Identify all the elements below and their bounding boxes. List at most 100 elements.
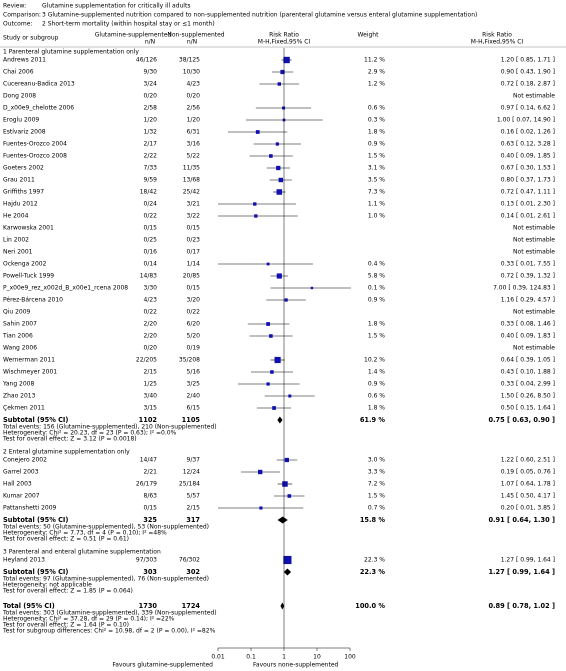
exp-count: 14/83 xyxy=(140,273,157,280)
point-estimate xyxy=(283,555,292,565)
ctrl-count: 0/17 xyxy=(187,249,201,256)
favours-label: Favours none-supplemented xyxy=(253,662,339,669)
weight: 0.3 % xyxy=(368,117,385,124)
note: Test for overall effect: Z = 0.51 (P = 0… xyxy=(2,536,129,543)
point-estimate xyxy=(258,469,263,475)
study-name: Powell-Tuck 1999 xyxy=(3,273,54,280)
exp-count: 18/42 xyxy=(140,189,157,196)
exp-count: 1/32 xyxy=(144,129,158,136)
ctrl-count: 5/22 xyxy=(187,153,201,160)
ctrl-count: 6/15 xyxy=(187,405,201,412)
weight: 7.3 % xyxy=(368,189,385,196)
column-header: Risk Ratio xyxy=(269,32,299,39)
note: Total events: 156 (Glutamine-supplemente… xyxy=(2,424,217,431)
exp-count: 0/22 xyxy=(144,309,158,316)
study-name: Fuentes-Orozco 2008 xyxy=(3,153,67,160)
exp-count: 1/25 xyxy=(144,381,158,388)
study-name: D_x00e9_chelotte 2006 xyxy=(3,105,74,112)
ctrl-count: 1105 xyxy=(182,416,201,424)
weight: 1.8 % xyxy=(368,405,385,412)
study-name: Cucereanu-Badica 2013 xyxy=(3,81,75,88)
study-name: Dong 2008 xyxy=(3,93,36,100)
risk-ratio: 0.33 [ 0.01, 7.55 ] xyxy=(501,261,555,268)
x-tick-label: 10 xyxy=(313,654,321,661)
ctrl-count: 1724 xyxy=(182,602,201,610)
risk-ratio: 0.20 [ 0.01, 3.85 ] xyxy=(501,505,555,512)
exp-count: 7/33 xyxy=(144,165,158,172)
weight: 100.0 % xyxy=(355,602,385,610)
ctrl-count: 0/23 xyxy=(187,237,201,244)
exp-count: 9/59 xyxy=(144,177,158,184)
point-estimate xyxy=(259,506,263,510)
risk-ratio: 0.43 [ 0.10, 1.88 ] xyxy=(501,369,555,376)
point-estimate xyxy=(276,165,281,171)
study-name: Subtotal (95% CI) xyxy=(3,568,68,576)
study-name: Wang 2006 xyxy=(3,345,37,352)
risk-ratio: 0.75 [ 0.63, 0.90 ] xyxy=(488,416,555,424)
weight: 1.8 % xyxy=(368,321,385,328)
weight: 1.2 % xyxy=(368,81,385,88)
risk-ratio: 0.33 [ 0.08, 1.46 ] xyxy=(501,321,555,328)
study-name: Zhao 2013 xyxy=(3,393,36,400)
group-title: 3 Parenteral and enteral glutamine suppl… xyxy=(3,549,161,556)
risk-ratio: 1.22 [ 0.60, 2.51 ] xyxy=(501,457,555,464)
risk-ratio: 1.27 [ 0.99, 1.64 ] xyxy=(488,568,555,576)
ctrl-count: 38/125 xyxy=(179,57,200,64)
study-name: Estívariz 2008 xyxy=(3,129,46,136)
study-name: Wischmeyer 2001 xyxy=(3,369,57,376)
study-name: Yang 2008 xyxy=(2,381,34,388)
ctrl-count: 35/208 xyxy=(179,357,200,364)
note: Heterogeneity: Chi² = 20.23, df = 23 (P … xyxy=(3,430,177,437)
risk-ratio: 0.80 [ 0.37, 1.73 ] xyxy=(501,177,555,184)
weight: 0.4 % xyxy=(368,261,385,268)
exp-count: 9/30 xyxy=(144,69,158,76)
study-name: Total (95% CI) xyxy=(3,602,55,610)
ctrl-count: 3/21 xyxy=(187,201,201,208)
exp-count: 2/21 xyxy=(144,469,158,476)
weight: 1.0 % xyxy=(368,213,385,220)
study-name: Ockenga 2002 xyxy=(3,261,47,268)
header-text: 3 Glutamine-supplemented nutrition compa… xyxy=(42,12,477,19)
weight: 7.2 % xyxy=(368,481,385,488)
ctrl-count: 10/30 xyxy=(183,69,200,76)
study-name: Hall 2003 xyxy=(3,481,32,488)
ctrl-count: 6/20 xyxy=(187,321,201,328)
exp-count: 1/20 xyxy=(144,117,158,124)
risk-ratio: 0.67 [ 0.30, 1.53 ] xyxy=(501,165,555,172)
column-header: Non-supplemented xyxy=(167,32,224,39)
ctrl-count: 6/31 xyxy=(187,129,201,136)
header-label: Review: xyxy=(3,3,26,10)
risk-ratio: Not estimable xyxy=(513,93,555,100)
ctrl-count: 0/15 xyxy=(187,225,201,232)
weight: 0.9 % xyxy=(368,141,385,148)
note: Total events: 303 (Glutamine-supplemente… xyxy=(2,610,217,617)
point-estimate xyxy=(287,494,292,498)
risk-ratio: 0.13 [ 0.01, 2.30 ] xyxy=(501,201,555,208)
exp-count: 0/22 xyxy=(144,213,158,220)
x-tick-label: 1 xyxy=(282,654,286,661)
ctrl-count: 3/16 xyxy=(187,141,201,148)
exp-count: 0/15 xyxy=(144,505,158,512)
exp-count: 8/63 xyxy=(144,493,158,500)
risk-ratio: 1.16 [ 0.29, 4.57 ] xyxy=(501,297,555,304)
ctrl-count: 0/22 xyxy=(187,309,201,316)
column-header: n/N xyxy=(187,39,197,46)
ctrl-count: 0/20 xyxy=(187,93,201,100)
study-name: Grau 2011 xyxy=(3,177,35,184)
weight: 22.3 % xyxy=(364,557,385,564)
ctrl-count: 76/302 xyxy=(179,557,200,564)
risk-ratio: 1.50 [ 0.26, 8.50 ] xyxy=(501,393,555,400)
study-name: Karwowska 2001 xyxy=(3,225,54,232)
point-estimate xyxy=(275,142,279,146)
header-label: Outcome: xyxy=(3,21,32,28)
point-estimate xyxy=(270,370,274,374)
ctrl-count: 9/37 xyxy=(187,457,201,464)
point-estimate xyxy=(284,457,289,463)
point-estimate xyxy=(266,262,270,266)
exp-count: 46/126 xyxy=(136,57,157,64)
note: Heterogeneity: Chi² = 7.73, df = 4 (P = … xyxy=(3,530,167,537)
risk-ratio: 0.14 [ 0.01, 2.61 ] xyxy=(501,213,555,220)
header-text: 2 Short-term mortality (within hospital … xyxy=(42,21,215,28)
weight: 3.1 % xyxy=(368,165,385,172)
risk-ratio: 0.40 [ 0.09, 1.85 ] xyxy=(501,153,555,160)
